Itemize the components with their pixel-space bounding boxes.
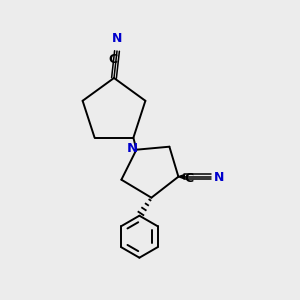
Text: C: C bbox=[184, 172, 194, 185]
Text: N: N bbox=[214, 171, 224, 184]
Text: N: N bbox=[126, 142, 137, 155]
Text: N: N bbox=[112, 32, 122, 45]
Polygon shape bbox=[178, 175, 184, 179]
Text: C: C bbox=[108, 53, 117, 66]
